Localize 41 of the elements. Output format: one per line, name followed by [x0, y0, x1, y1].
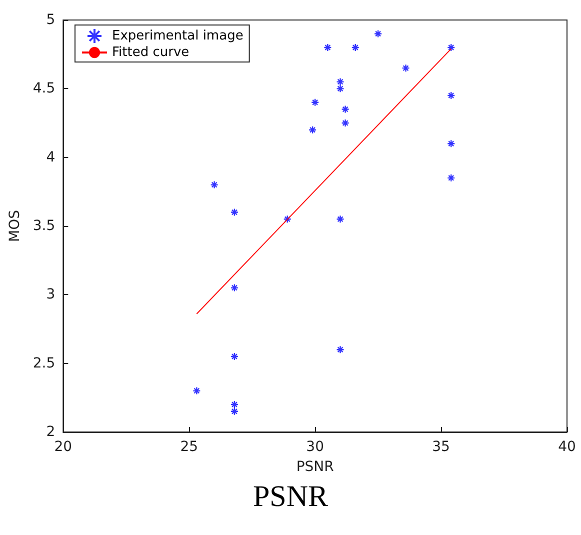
point	[310, 98, 320, 106]
point	[447, 174, 456, 182]
x-axis-title: PSNR	[296, 459, 334, 475]
point	[351, 43, 360, 52]
point	[402, 64, 410, 72]
y-tick-label: 2.5	[32, 355, 56, 372]
point	[230, 208, 239, 216]
point	[230, 407, 239, 416]
x-tick-label: 20	[54, 439, 72, 455]
point	[336, 346, 344, 354]
point	[230, 284, 239, 292]
point	[308, 126, 317, 134]
point	[230, 352, 239, 361]
x-tick-label: 25	[180, 439, 198, 455]
legend-label: Experimental image	[112, 28, 244, 44]
point	[283, 215, 292, 224]
point	[336, 215, 344, 224]
point	[230, 400, 239, 409]
y-axis-title: MOS	[7, 210, 23, 242]
x-tick-label: 40	[558, 439, 576, 455]
x-tick-label: 30	[306, 439, 324, 455]
point	[447, 91, 456, 100]
text: PSNR	[252, 480, 330, 514]
point	[341, 118, 350, 128]
x-tick-label: 35	[432, 439, 450, 455]
y-tick-label: 4	[46, 149, 56, 166]
y-tick-label: 3.5	[32, 218, 56, 234]
point	[336, 84, 344, 93]
point	[374, 30, 382, 38]
point	[336, 78, 344, 86]
point	[324, 43, 332, 52]
y-tick-label: 4.5	[32, 80, 56, 97]
y-tick-label: 2	[46, 424, 56, 440]
point	[192, 386, 201, 395]
y-tick-label: 3	[46, 286, 56, 303]
point	[341, 105, 350, 114]
y-tick-label: 5	[46, 12, 56, 28]
point	[210, 180, 218, 189]
legend-label: Fitted curve	[112, 45, 190, 60]
point	[447, 140, 456, 148]
point	[447, 43, 456, 52]
